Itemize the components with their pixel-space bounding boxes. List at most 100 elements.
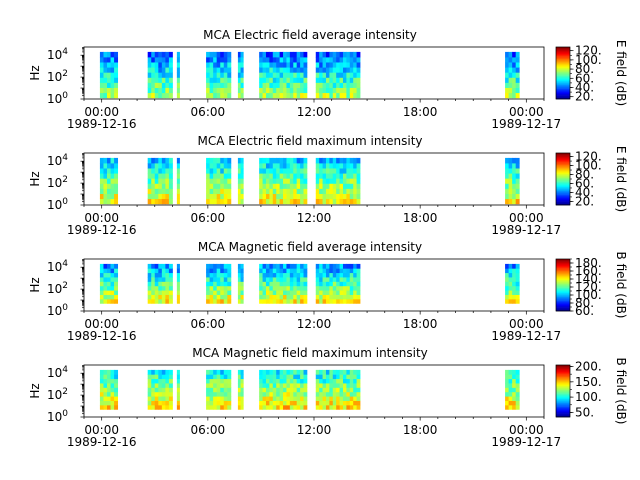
spectrogram-cell bbox=[237, 404, 241, 410]
spectrogram-cell bbox=[220, 168, 225, 174]
spectrogram-cell bbox=[259, 387, 263, 393]
spectrogram-cell bbox=[147, 51, 152, 58]
spectrogram-cell bbox=[349, 82, 354, 88]
spectrogram-cell bbox=[265, 92, 270, 99]
spectrogram-cell bbox=[107, 383, 111, 388]
spectrogram-cell bbox=[325, 281, 330, 287]
spectrogram-cell bbox=[339, 387, 344, 393]
colorbar-swatch bbox=[556, 63, 570, 66]
spectrogram-cell bbox=[206, 298, 211, 304]
spectrogram-data bbox=[99, 369, 520, 410]
spectrogram-cell bbox=[168, 193, 173, 200]
spectrogram-cell bbox=[151, 82, 156, 88]
spectrogram-cell bbox=[259, 67, 263, 73]
spectrogram-cell bbox=[227, 404, 232, 410]
spectrogram-cell bbox=[342, 193, 347, 200]
spectrogram-cell bbox=[110, 193, 115, 200]
spectrogram-cell bbox=[512, 168, 517, 174]
spectrogram-cell bbox=[213, 183, 218, 189]
spectrogram-cell bbox=[293, 294, 298, 300]
spectrogram-cell bbox=[286, 268, 291, 274]
spectrogram-cell bbox=[151, 298, 156, 304]
spectrogram-cell bbox=[356, 374, 361, 380]
spectrogram-cell bbox=[213, 67, 218, 73]
spectrogram-cell bbox=[154, 62, 159, 68]
spectrogram-cell bbox=[508, 77, 513, 83]
spectrogram-cell bbox=[103, 400, 108, 406]
colorbar-swatch bbox=[556, 260, 570, 262]
spectrogram-cell bbox=[289, 277, 294, 282]
spectrogram-cell bbox=[168, 92, 173, 99]
spectrogram-cell bbox=[269, 77, 274, 83]
spectrogram-cell bbox=[356, 198, 361, 205]
x-tick-label: 00:00 bbox=[509, 423, 544, 437]
spectrogram-cell bbox=[165, 404, 170, 410]
spectrogram-cell bbox=[107, 178, 111, 184]
spectrogram-cell bbox=[223, 178, 228, 184]
spectrogram-cell bbox=[356, 294, 361, 300]
spectrogram-cell bbox=[296, 198, 301, 205]
spectrogram-cell bbox=[216, 294, 221, 300]
spectrogram-cell bbox=[176, 268, 180, 274]
spectrogram-cell bbox=[151, 391, 156, 397]
x-tick-label: 18:00 bbox=[403, 211, 438, 225]
spectrogram-cell bbox=[223, 193, 228, 200]
spectrogram-cell bbox=[269, 92, 274, 99]
spectrogram-cell bbox=[269, 198, 274, 205]
colorbar-swatch bbox=[556, 93, 570, 96]
spectrogram-cell bbox=[349, 387, 354, 393]
y-tick-label: 102 bbox=[47, 281, 68, 296]
spectrogram-cell bbox=[332, 263, 337, 269]
spectrogram-cell bbox=[147, 62, 152, 68]
spectrogram-cell bbox=[293, 92, 298, 99]
colorbar-swatch bbox=[556, 264, 570, 266]
spectrogram-cell bbox=[110, 162, 115, 169]
colorbar-swatch bbox=[556, 83, 570, 85]
spectrogram-cell bbox=[276, 281, 281, 287]
spectrogram-cell bbox=[209, 173, 214, 179]
spectrogram-cell bbox=[223, 183, 228, 189]
spectrogram-cell bbox=[303, 56, 308, 63]
spectrogram-cell bbox=[220, 178, 225, 184]
spectrogram-cell bbox=[322, 263, 327, 269]
spectrogram-cell bbox=[315, 178, 320, 184]
spectrogram-cell bbox=[322, 168, 327, 174]
colorbar-swatch bbox=[556, 272, 570, 274]
spectrogram-cell bbox=[176, 378, 180, 384]
spectrogram-cell bbox=[161, 285, 166, 291]
colorbar-swatch bbox=[556, 181, 570, 184]
spectrogram-cell bbox=[283, 82, 287, 88]
spectrogram-cell bbox=[209, 67, 214, 73]
spectrogram-cell bbox=[114, 378, 119, 384]
spectrogram-cell bbox=[329, 294, 334, 300]
spectrogram-cell bbox=[151, 77, 156, 83]
spectrogram-cell bbox=[303, 173, 308, 179]
spectrogram-cell bbox=[168, 285, 173, 291]
spectrogram-cell bbox=[272, 268, 277, 274]
spectrogram-cell bbox=[349, 56, 354, 63]
spectrogram-cell bbox=[227, 281, 232, 287]
colorbar-swatch bbox=[556, 365, 570, 367]
spectrogram-cell bbox=[240, 157, 244, 164]
spectrogram-cell bbox=[325, 188, 330, 194]
spectrogram-cell bbox=[329, 92, 334, 99]
spectrogram-cell bbox=[265, 51, 270, 58]
spectrogram-cell bbox=[216, 173, 221, 179]
spectrogram-cell bbox=[296, 67, 301, 73]
spectrogram-cell bbox=[237, 87, 241, 94]
spectrogram-cell bbox=[107, 298, 111, 304]
spectrogram-cell bbox=[319, 188, 323, 194]
spectrogram-cell bbox=[165, 290, 170, 295]
spectrogram-cell bbox=[289, 62, 294, 68]
spectrogram-cell bbox=[342, 277, 347, 282]
spectrogram-cell bbox=[99, 369, 104, 375]
spectrogram-cell bbox=[223, 294, 228, 300]
spectrogram-cell bbox=[107, 56, 111, 63]
spectrogram-cell bbox=[176, 77, 180, 83]
spectrogram-cell bbox=[259, 188, 263, 194]
spectrogram-cell bbox=[515, 162, 520, 169]
colorbar-swatch bbox=[556, 61, 570, 63]
spectrogram-cell bbox=[342, 281, 347, 287]
spectrogram-cell bbox=[325, 404, 330, 410]
spectrogram-cell bbox=[262, 268, 267, 274]
